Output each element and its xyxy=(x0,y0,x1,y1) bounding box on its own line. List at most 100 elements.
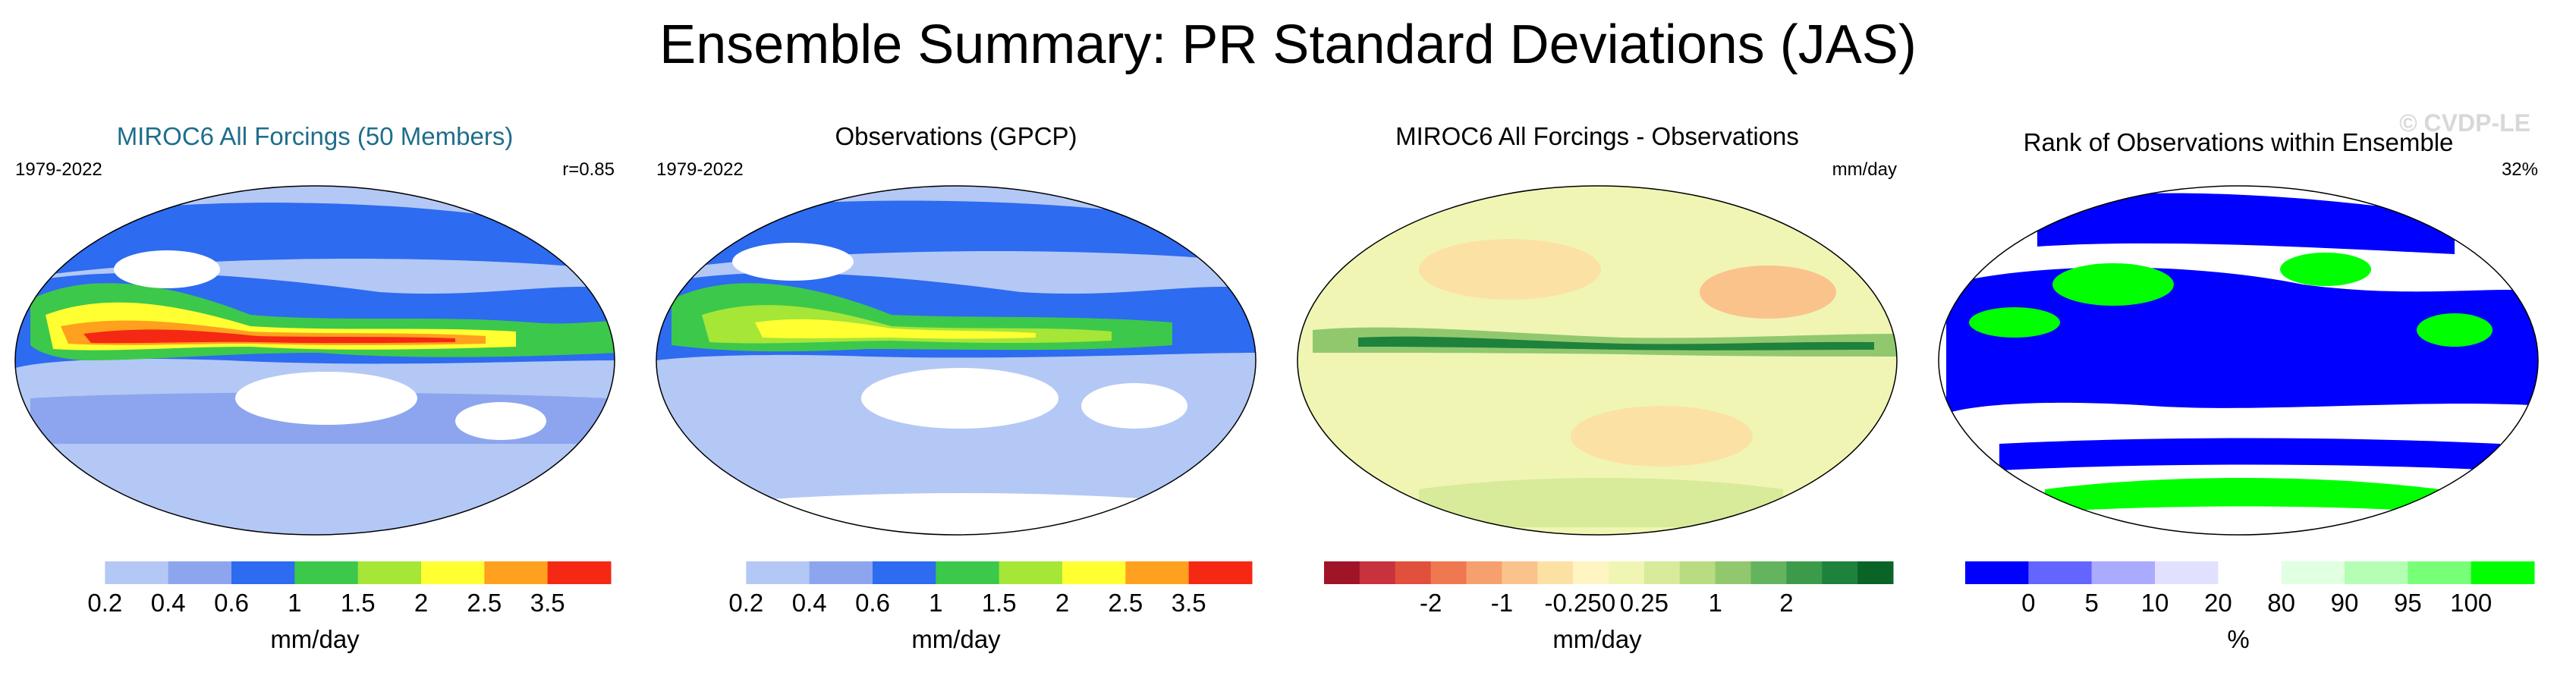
colorbar-3: 0 5 10 20 80 90 95 100 xyxy=(1965,561,2535,617)
colorbar-swatch xyxy=(1430,561,1467,584)
colorbar-tick-label: 10 xyxy=(2141,589,2169,617)
colorbar-2: -2 -1 -0.25 0 0.25 1 2 xyxy=(1324,561,1894,617)
colorbar-swatch xyxy=(1965,561,2029,584)
colorbar-tick-label: 0 xyxy=(1602,589,1615,617)
colorbar-tick-label: 0.4 xyxy=(151,589,186,617)
colorbar-tick-label: -1 xyxy=(1491,589,1513,617)
high-rank-patch-1 xyxy=(2052,263,2174,306)
colorbar-swatch xyxy=(105,561,169,584)
panel-observations-gpcp: Observations (GPCP) 1979-2022 0.2 0.4 0.6 1… xyxy=(641,121,1271,682)
high-rank-patch-4 xyxy=(1969,307,2060,338)
colorbar-swatch xyxy=(231,561,295,584)
colorbar-swatch xyxy=(484,561,549,584)
map xyxy=(1938,185,2539,536)
dry-zone-north xyxy=(732,243,854,281)
colorbar-1: 0.2 0.4 0.6 1 1.5 2 2.5 3.5 xyxy=(683,561,1253,617)
colorbar-swatch xyxy=(873,561,936,584)
low-rank-south xyxy=(1999,438,2500,470)
low-rank-north xyxy=(2037,193,2455,254)
map-outline xyxy=(14,185,615,536)
figure-title: Ensemble Summary: PR Standard Deviations… xyxy=(659,14,1917,75)
colorbar-swatch xyxy=(357,561,422,584)
colorbar-swatch xyxy=(1188,561,1253,584)
colorbar-tick-label: 0.2 xyxy=(87,589,122,617)
period-label: 1979-2022 xyxy=(656,159,744,180)
colorbar-tick-label: 1.5 xyxy=(341,589,376,617)
panel-difference: MIROC6 All Forcings - Observations mm/da… xyxy=(1282,121,1912,682)
panel-miroc6-std: MIROC6 All Forcings (50 Members) 1979-20… xyxy=(0,121,630,682)
dry-zone-south xyxy=(455,402,546,440)
colorbar-swatch xyxy=(1324,561,1360,584)
correlation-label: r=0.85 xyxy=(562,159,615,180)
colorbar-label: % xyxy=(2227,625,2250,653)
colorbar-tick-label: 3.5 xyxy=(1172,589,1206,617)
high-rank-patch-2 xyxy=(2280,253,2371,286)
colorbar-swatch xyxy=(1395,561,1432,584)
colorbar-tick-label: 1.5 xyxy=(982,589,1017,617)
colorbar-tick-label: 3.5 xyxy=(530,589,565,617)
map xyxy=(1297,185,1898,536)
itcz-yellow xyxy=(755,319,1036,339)
colorbar-swatch xyxy=(746,561,810,584)
colorbar-swatch xyxy=(547,561,612,584)
colorbar-swatch xyxy=(42,561,105,584)
colorbar-tick-label: 0.6 xyxy=(214,589,249,617)
colorbar-swatch xyxy=(999,561,1063,584)
colorbar-swatch xyxy=(168,561,232,584)
colorbar-swatch xyxy=(1750,561,1787,584)
colorbar-swatch xyxy=(1857,561,1894,584)
itcz-bias-darkgreen xyxy=(1358,336,1874,350)
colorbar-tick-label: 0.4 xyxy=(792,589,827,617)
antarctic-white xyxy=(702,493,1218,535)
colorbar-swatch xyxy=(2218,561,2282,584)
colorbar-swatch xyxy=(809,561,873,584)
panel-title: Rank of Observations within Ensemble xyxy=(2023,128,2454,156)
colorbar-swatch xyxy=(936,561,1000,584)
colorbar-tick-label: 2 xyxy=(1779,589,1793,617)
map xyxy=(656,185,1257,536)
colorbar-swatch xyxy=(1643,561,1681,584)
colorbar-swatch xyxy=(1679,561,1716,584)
dry-zone-north xyxy=(114,250,220,288)
colorbar-tick-label: 1 xyxy=(288,589,301,617)
colorbar-swatch xyxy=(2028,561,2093,584)
colorbar-swatch xyxy=(1537,561,1574,584)
map-outline xyxy=(1938,185,2539,536)
itcz-red xyxy=(83,329,455,344)
map xyxy=(14,185,615,536)
colorbar-tick-label: 0.2 xyxy=(728,589,763,617)
colorbar-label: mm/day xyxy=(1552,625,1642,653)
colorbar-tick-label: 5 xyxy=(2084,589,2098,617)
colorbar-swatch xyxy=(294,561,359,584)
panel-title: MIROC6 All Forcings (50 Members) xyxy=(116,122,514,150)
high-rank-southern-ocean xyxy=(2045,478,2439,512)
colorbar-tick-label: -2 xyxy=(1420,589,1442,617)
map-outline xyxy=(656,185,1257,536)
colorbar-tick-label: 2.5 xyxy=(467,589,502,617)
colorbar-swatch xyxy=(683,561,747,584)
colorbar-swatch xyxy=(1359,561,1396,584)
colorbar-swatch xyxy=(1502,561,1538,584)
positive-bias-north xyxy=(1419,239,1601,300)
colorbar-swatch xyxy=(1062,561,1126,584)
map-outline xyxy=(1297,185,1898,536)
colorbar-tick-label: 0 xyxy=(2021,589,2035,617)
colorbar-tick-label: 90 xyxy=(2331,589,2359,617)
colorbar-swatch xyxy=(2471,561,2535,584)
colorbar-label: mm/day xyxy=(911,625,1001,653)
colorbar-tick-label: 100 xyxy=(2450,589,2492,617)
southern-ocean xyxy=(1419,478,1783,527)
colorbar-label: mm/day xyxy=(270,625,360,653)
colorbar-swatch xyxy=(2345,561,2408,584)
map-background xyxy=(1297,186,1897,535)
colorbar-tick-label: 1 xyxy=(929,589,942,617)
colorbar-swatch xyxy=(421,561,485,584)
colorbar-tick-label: 2.5 xyxy=(1108,589,1143,617)
colorbar-swatch xyxy=(1609,561,1645,584)
colorbar-0: 0.2 0.4 0.6 1 1.5 2 2.5 3.5 xyxy=(42,561,612,617)
dry-zone-pacific xyxy=(235,372,417,425)
colorbar-swatch xyxy=(1466,561,1502,584)
colorbar-tick-label: 80 xyxy=(2267,589,2295,617)
colorbar-tick-label: 0.6 xyxy=(855,589,890,617)
colorbar-swatch xyxy=(1786,561,1823,584)
